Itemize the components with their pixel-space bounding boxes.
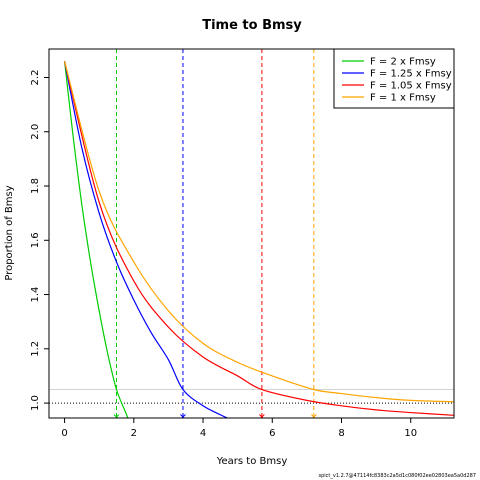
- legend-label-0: F = 2 x Fmsy: [370, 57, 436, 68]
- plot-frame: [48, 48, 455, 419]
- legend-box: [333, 48, 455, 109]
- chart-title: Time to Bmsy: [202, 18, 302, 33]
- y-tick-label-4: 1.8: [30, 178, 41, 194]
- time-marker-point-1: [180, 414, 186, 418]
- legend-label-3: F = 1 x Fmsy: [370, 93, 436, 104]
- y-tick-label-1: 1.2: [30, 341, 41, 357]
- series-line-2: [63, 61, 454, 416]
- y-tick-label-6: 2.2: [30, 70, 41, 86]
- x-tick-label-5: 10: [404, 428, 417, 439]
- y-tick-label-2: 1.4: [30, 287, 41, 303]
- time-marker-point-3: [310, 414, 317, 418]
- y-axis: 1.0 1.2 1.4 1.6 1.8 2.0 2.2: [30, 70, 49, 411]
- x-tick-label-2: 4: [200, 428, 206, 439]
- y-tick-label-0: 1.0: [30, 395, 41, 411]
- legend-label-2: F = 1.05 x Fmsy: [370, 81, 452, 92]
- x-tick-label-1: 2: [131, 428, 137, 439]
- time-marker-point-2: [259, 414, 265, 418]
- series-line-0: [63, 61, 129, 418]
- x-tick-label-0: 0: [61, 428, 67, 439]
- y-tick-label-5: 2.0: [30, 124, 41, 140]
- y-axis-label: Proportion of Bmsy: [4, 185, 15, 280]
- y-tick-label-3: 1.6: [30, 232, 41, 248]
- series-line-3: [64, 61, 454, 403]
- x-axis-label: Years to Bmsy: [216, 456, 288, 467]
- legend-entry-2: F = 1.05 x Fmsy: [342, 81, 452, 92]
- x-axis: 0 2 4 6 8 10: [61, 418, 417, 439]
- plot-area: [49, 49, 454, 418]
- legend-entry-1: F = 1.25 x Fmsy: [342, 69, 452, 80]
- legend-entry-3: F = 1 x Fmsy: [342, 93, 436, 104]
- plot-inner: [49, 49, 454, 418]
- legend-label-1: F = 1.25 x Fmsy: [370, 69, 452, 80]
- x-tick-label-3: 6: [269, 428, 275, 439]
- version-footer: spict_v1.2.7@47114fc8383c2a5d1c080f02ee0…: [319, 473, 477, 479]
- series-line-1: [63, 61, 228, 418]
- x-tick-label-4: 8: [338, 428, 344, 439]
- legend-entry-0: F = 2 x Fmsy: [342, 57, 436, 68]
- time-marker-point-0: [113, 414, 120, 418]
